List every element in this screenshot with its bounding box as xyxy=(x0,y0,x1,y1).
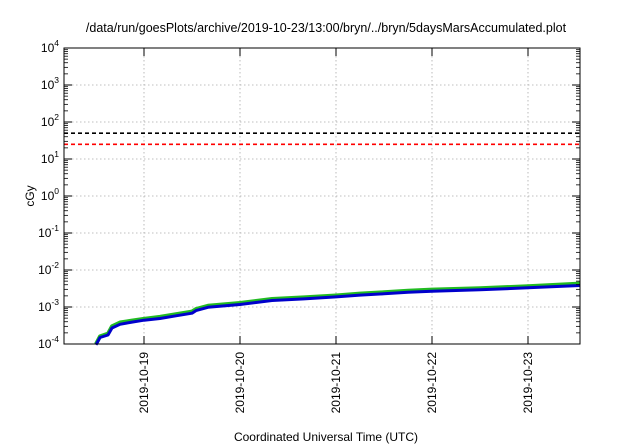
y-tick-exponent: -3 xyxy=(51,297,59,307)
y-tick-exponent: 0 xyxy=(54,186,59,196)
x-tick-label: 2019-10-22 xyxy=(425,352,439,414)
y-tick-label: 10-4 xyxy=(38,334,59,351)
y-tick-label: 104 xyxy=(41,38,59,55)
y-tick-base: 10 xyxy=(41,78,55,92)
y-tick-exponent: -2 xyxy=(51,260,59,270)
x-axis: 2019-10-19 2019-10-20 2019-10-21 2019-10-22… xyxy=(137,48,535,413)
y-tick-base: 10 xyxy=(41,189,55,203)
y-tick-base: 10 xyxy=(38,300,52,314)
x-tick-label: 2019-10-23 xyxy=(521,352,535,414)
y-tick-label: 10-2 xyxy=(38,260,59,277)
y-tick-base: 10 xyxy=(38,263,52,277)
y-tick-exponent: -4 xyxy=(51,334,59,344)
y-tick-exponent: 4 xyxy=(54,38,59,48)
y-tick-label: 103 xyxy=(41,75,59,92)
plot-frame xyxy=(63,47,581,345)
chart-title: /data/run/goesPlots/archive/2019-10-23/1… xyxy=(86,21,567,35)
y-tick-label: 10-3 xyxy=(38,297,59,314)
grid xyxy=(64,48,580,344)
y-tick-label: 10-1 xyxy=(38,223,59,240)
y-tick-exponent: 3 xyxy=(54,75,59,85)
y-tick-exponent: -1 xyxy=(51,223,59,233)
x-tick-label: 2019-10-20 xyxy=(233,352,247,414)
y-tick-exponent: 2 xyxy=(54,112,59,122)
y-tick-label: 101 xyxy=(41,149,59,166)
y-axis-label: cGy xyxy=(23,185,37,206)
y-tick-label: 100 xyxy=(41,186,59,203)
x-tick-label: 2019-10-19 xyxy=(137,352,151,414)
y-tick-base: 10 xyxy=(38,337,52,351)
y-tick-exponent: 1 xyxy=(54,149,59,159)
y-tick-base: 10 xyxy=(41,152,55,166)
x-tick-label: 2019-10-21 xyxy=(329,352,343,414)
series-group xyxy=(94,281,581,346)
y-tick-label: 102 xyxy=(41,112,59,129)
x-axis-label: Coordinated Universal Time (UTC) xyxy=(234,430,418,444)
y-tick-base: 10 xyxy=(38,226,52,240)
series-line xyxy=(94,284,581,346)
y-tick-base: 10 xyxy=(41,41,55,55)
reference-lines xyxy=(64,132,580,146)
y-tick-base: 10 xyxy=(41,115,55,129)
